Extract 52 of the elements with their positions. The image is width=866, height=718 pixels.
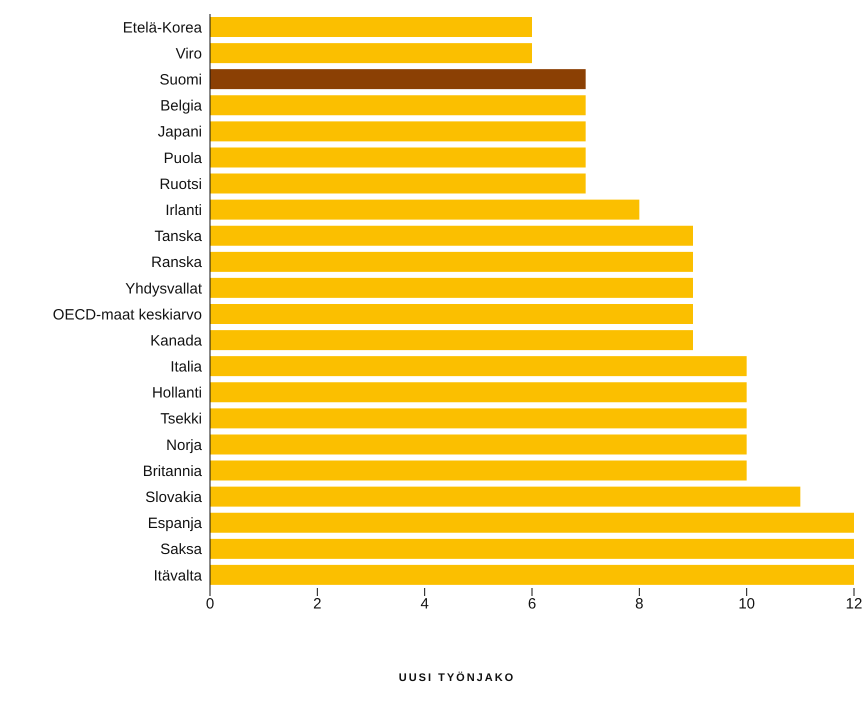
bar [210,538,854,559]
x-tick-label: 6 [528,596,536,613]
y-tick-label: Hollanti [152,384,202,402]
x-tick-label: 12 [846,596,862,613]
bar [210,564,854,585]
y-tick-label: OECD-maat keskiarvo [52,306,202,324]
y-tick-label: Viro [176,45,202,62]
bar [210,174,586,194]
bar [210,330,693,350]
y-tick-label: Tanska [154,228,203,246]
bar [210,147,586,168]
bar [210,408,747,428]
y-tick-label: Puola [164,150,203,167]
bar [210,17,532,37]
y-tick-label: Yhdysvallat [125,280,203,298]
y-tick-label: Kanada [150,332,203,350]
bar [210,434,747,454]
bar [210,512,854,533]
y-tick-label: Slovakia [145,489,203,506]
text: UUSI TYÖNJAKO [398,672,516,684]
bar [210,252,693,272]
y-tick-label: Espanja [148,515,203,532]
y-tick-label: Etelä-Korea [122,19,203,36]
x-tick-label: 0 [206,596,214,613]
bar [210,382,747,402]
y-tick-label: Itävalta [154,567,203,584]
y-tick-label: Britannia [142,462,203,480]
bar [210,69,586,90]
y-tick-label: Saksa [160,541,203,558]
x-tick-label: 8 [635,596,644,613]
y-tick-label: Ruotsi [159,176,202,193]
bar [210,304,693,324]
bar [210,95,586,116]
y-tick-label: Italia [170,358,203,376]
y-tick-label: Tsekki [160,410,202,428]
y-tick-label: Belgia [160,98,203,115]
bar [210,43,532,64]
bar [210,486,800,507]
x-tick-label: 2 [313,596,322,613]
x-tick-label: 10 [738,596,756,613]
y-tick-label: Norja [166,436,203,454]
bar [210,200,640,220]
y-tick-label: Japani [158,124,202,141]
bar [210,121,586,142]
bar [210,226,693,246]
bar [210,356,747,376]
y-tick-label: Ranska [151,254,203,272]
bar [210,460,747,481]
y-tick-label: Suomi [159,72,202,89]
y-tick-label: Irlanti [165,202,202,220]
bar [210,278,693,298]
x-tick-label: 4 [420,596,429,613]
